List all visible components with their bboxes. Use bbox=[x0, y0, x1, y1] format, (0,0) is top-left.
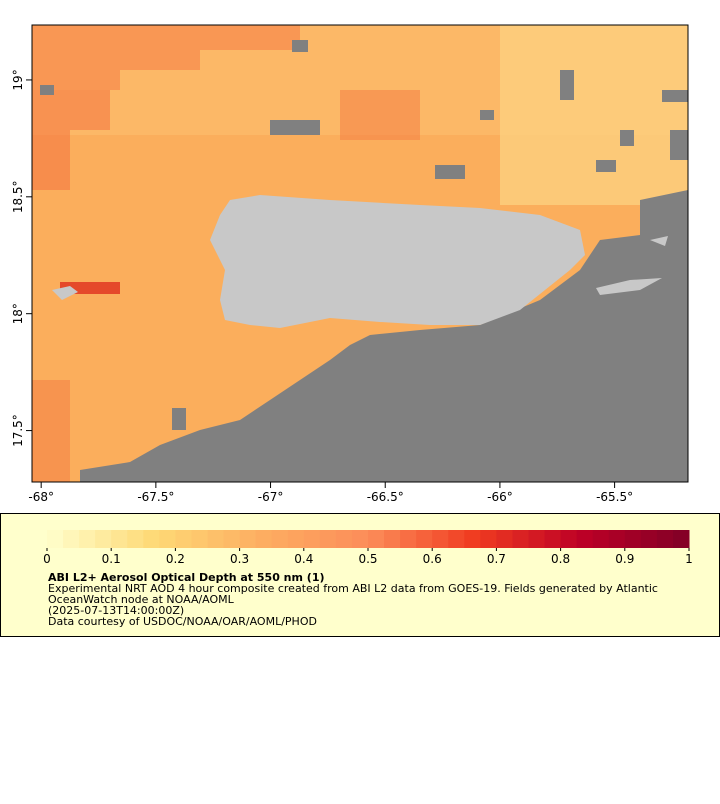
lon-tick-label: -67.5° bbox=[137, 490, 174, 504]
colorbar-tick-label: 0.1 bbox=[102, 552, 121, 566]
colorbar-cell bbox=[528, 530, 546, 548]
lon-tick-label: -66° bbox=[487, 490, 513, 504]
colorbar-cell bbox=[560, 530, 578, 548]
lon-tick-label: -65.5° bbox=[596, 490, 633, 504]
lon-tick-label: -67° bbox=[258, 490, 284, 504]
colorbar-cell bbox=[368, 530, 385, 548]
colorbar-tick-label: 0.3 bbox=[230, 552, 249, 566]
legend-title: ABI L2+ Aerosol Optical Depth at 550 nm … bbox=[48, 571, 325, 584]
legend-line: Data courtesy of USDOC/NOAA/OAR/AOML/PHO… bbox=[48, 615, 317, 628]
colorbar-cell bbox=[159, 530, 176, 548]
colorbar-cell bbox=[303, 530, 321, 548]
map-area bbox=[32, 25, 688, 482]
colorbar-cell bbox=[384, 530, 401, 548]
lon-tick-label: -68° bbox=[28, 490, 54, 504]
colorbar-cell bbox=[239, 530, 257, 548]
colorbar: 0 0.1 0.2 0.3 0.4 0.5 0.6 0.7 0.8 0.9 1 bbox=[43, 530, 693, 566]
colorbar-cell bbox=[464, 530, 481, 548]
land bbox=[52, 195, 668, 328]
lat-tick-label: 18.5° bbox=[11, 180, 25, 213]
colorbar-cell bbox=[127, 530, 144, 548]
colorbar-cell bbox=[207, 530, 225, 548]
map-frame bbox=[31, 24, 689, 483]
colorbar-cell bbox=[255, 530, 273, 548]
colorbar-cell bbox=[143, 530, 160, 548]
colorbar-cell bbox=[496, 530, 513, 548]
colorbar-cell bbox=[480, 530, 497, 548]
colorbar-cell bbox=[111, 530, 128, 548]
high-aod bbox=[32, 25, 300, 90]
colorbar-cell bbox=[47, 530, 64, 548]
colorbar-cell bbox=[672, 530, 690, 548]
colorbar-cell bbox=[656, 530, 674, 548]
colorbar-cell bbox=[95, 530, 112, 548]
colorbar-tick-label: 0.4 bbox=[294, 552, 313, 566]
high-aod bbox=[32, 90, 110, 190]
high-aod bbox=[340, 90, 420, 140]
colorbar-cell bbox=[271, 530, 289, 548]
lat-tick-label: 17.5° bbox=[11, 414, 25, 447]
colorbar-cell bbox=[432, 530, 449, 548]
colorbar-cell bbox=[544, 530, 562, 548]
colorbar-cell bbox=[63, 530, 80, 548]
lon-tick-label: -66.5° bbox=[367, 490, 404, 504]
colorbar-tick-label: 0.5 bbox=[358, 552, 377, 566]
colorbar-cell bbox=[576, 530, 594, 548]
legend-line: (2025-07-13T14:00:00Z) bbox=[48, 604, 184, 617]
colorbar-cell bbox=[287, 530, 305, 548]
high-aod bbox=[32, 380, 70, 482]
no-data bbox=[40, 40, 688, 482]
colorbar-cell bbox=[335, 530, 353, 548]
colorbar-cell bbox=[448, 530, 465, 548]
colorbar-tick-label: 0.2 bbox=[166, 552, 185, 566]
colorbar-tick-label: 0.8 bbox=[551, 552, 570, 566]
colorbar-tick-label: 0.9 bbox=[615, 552, 634, 566]
colorbar-cell bbox=[416, 530, 433, 548]
colorbar-tick-label: 0.6 bbox=[423, 552, 442, 566]
colorbar-cell bbox=[319, 530, 337, 548]
legend-line: OceanWatch node at NOAA/AOML bbox=[48, 593, 235, 606]
colorbar-cell bbox=[592, 530, 610, 548]
colorbar-cell bbox=[608, 530, 626, 548]
colorbar-tick-label: 1 bbox=[685, 552, 693, 566]
lat-tick-label: 18° bbox=[11, 303, 25, 324]
colorbar-cell bbox=[223, 530, 241, 548]
colorbar-cell bbox=[640, 530, 658, 548]
colorbar-cell bbox=[79, 530, 96, 548]
axes: -68° -67.5° -67° -66.5° -66° -65.5° 17.5° 18° 18… bbox=[11, 69, 633, 504]
colorbar-cell bbox=[191, 530, 208, 548]
colorbar-cell bbox=[351, 530, 369, 548]
legend-line: Experimental NRT AOD 4 hour composite cr… bbox=[48, 582, 658, 595]
colorbar-tick-label: 0.7 bbox=[487, 552, 506, 566]
colorbar-tick-label: 0 bbox=[43, 552, 51, 566]
lat-tick-label: 19° bbox=[11, 69, 25, 90]
colorbar-cell bbox=[624, 530, 642, 548]
colorbar-cell bbox=[175, 530, 192, 548]
colorbar-cell bbox=[512, 530, 529, 548]
colorbar-cell bbox=[400, 530, 417, 548]
aod-field bbox=[500, 25, 688, 205]
